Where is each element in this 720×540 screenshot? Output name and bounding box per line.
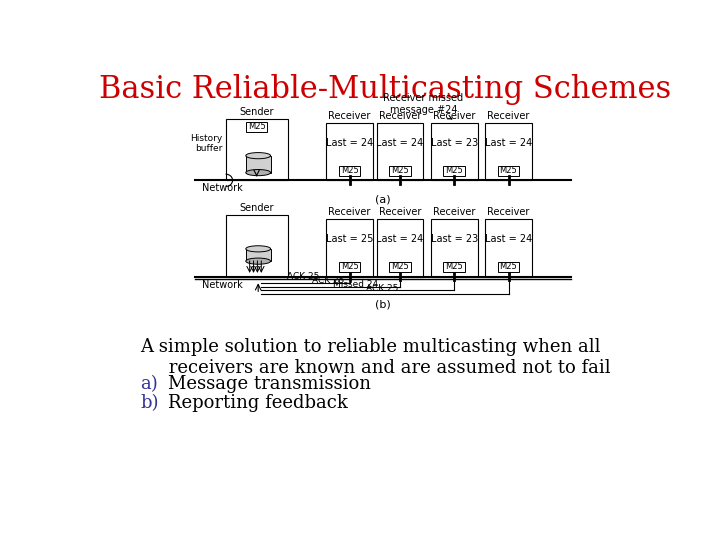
Text: M25: M25 bbox=[341, 262, 359, 272]
Text: Basic Reliable-Multicasting Schemes: Basic Reliable-Multicasting Schemes bbox=[99, 74, 672, 105]
Bar bbox=[444, 166, 465, 176]
Text: M25: M25 bbox=[391, 262, 409, 272]
Bar bbox=[246, 122, 267, 132]
Text: (a): (a) bbox=[374, 194, 390, 204]
Text: Last = 24: Last = 24 bbox=[485, 234, 532, 244]
Text: M25: M25 bbox=[341, 166, 359, 175]
Bar bbox=[377, 123, 423, 180]
Bar bbox=[246, 249, 271, 261]
Bar bbox=[498, 166, 519, 176]
Bar bbox=[377, 219, 423, 276]
Bar bbox=[246, 156, 271, 173]
Ellipse shape bbox=[246, 170, 271, 176]
Bar bbox=[225, 215, 287, 276]
Text: Missed 24: Missed 24 bbox=[333, 280, 378, 289]
Bar bbox=[389, 262, 411, 272]
Text: Sender: Sender bbox=[239, 107, 274, 117]
Bar bbox=[225, 119, 287, 180]
Bar bbox=[485, 219, 532, 276]
Text: a): a) bbox=[140, 375, 158, 393]
Text: Last = 24: Last = 24 bbox=[485, 138, 532, 148]
Bar bbox=[326, 219, 373, 276]
Text: M25: M25 bbox=[500, 262, 518, 272]
Text: Receiver: Receiver bbox=[433, 111, 475, 121]
Text: Message transmission: Message transmission bbox=[168, 375, 371, 393]
Text: M25: M25 bbox=[500, 166, 518, 175]
Bar bbox=[431, 219, 477, 276]
Text: (b): (b) bbox=[374, 300, 390, 309]
Text: Receiver: Receiver bbox=[328, 207, 371, 217]
Text: Last = 23: Last = 23 bbox=[431, 138, 478, 148]
Bar bbox=[339, 166, 361, 176]
Text: M25: M25 bbox=[446, 262, 463, 272]
Bar bbox=[498, 262, 519, 272]
Text: ACK 25: ACK 25 bbox=[287, 272, 319, 281]
Text: ACK 25: ACK 25 bbox=[366, 284, 399, 293]
Text: Receiver: Receiver bbox=[433, 207, 475, 217]
Ellipse shape bbox=[246, 246, 271, 252]
Bar bbox=[485, 123, 532, 180]
Text: ACK 25: ACK 25 bbox=[312, 276, 344, 285]
Text: Last = 24: Last = 24 bbox=[326, 138, 373, 148]
Text: Network: Network bbox=[202, 184, 243, 193]
Text: b): b) bbox=[140, 394, 159, 411]
Text: Last = 25: Last = 25 bbox=[326, 234, 373, 244]
Bar bbox=[326, 123, 373, 180]
Text: Last = 23: Last = 23 bbox=[431, 234, 478, 244]
Text: Last = 24: Last = 24 bbox=[377, 234, 423, 244]
Text: M25: M25 bbox=[391, 166, 409, 175]
Text: Receiver: Receiver bbox=[379, 111, 421, 121]
Text: History
buffer: History buffer bbox=[190, 133, 222, 153]
Text: Reporting feedback: Reporting feedback bbox=[168, 394, 347, 411]
Bar bbox=[431, 123, 477, 180]
Bar bbox=[444, 262, 465, 272]
Text: M25: M25 bbox=[248, 122, 266, 131]
Text: Receiver: Receiver bbox=[487, 111, 530, 121]
Ellipse shape bbox=[246, 153, 271, 159]
Text: Receiver: Receiver bbox=[379, 207, 421, 217]
Ellipse shape bbox=[246, 258, 271, 264]
Bar bbox=[389, 166, 411, 176]
Text: Receiver missed
message #24: Receiver missed message #24 bbox=[383, 93, 463, 119]
Text: Receiver: Receiver bbox=[328, 111, 371, 121]
Text: Receiver: Receiver bbox=[487, 207, 530, 217]
Bar bbox=[339, 262, 361, 272]
Text: A simple solution to reliable multicasting when all
     receivers are known and: A simple solution to reliable multicasti… bbox=[140, 338, 611, 377]
Text: M25: M25 bbox=[446, 166, 463, 175]
Text: Last = 24: Last = 24 bbox=[377, 138, 423, 148]
Text: Network: Network bbox=[202, 280, 243, 289]
Text: Sender: Sender bbox=[239, 204, 274, 213]
